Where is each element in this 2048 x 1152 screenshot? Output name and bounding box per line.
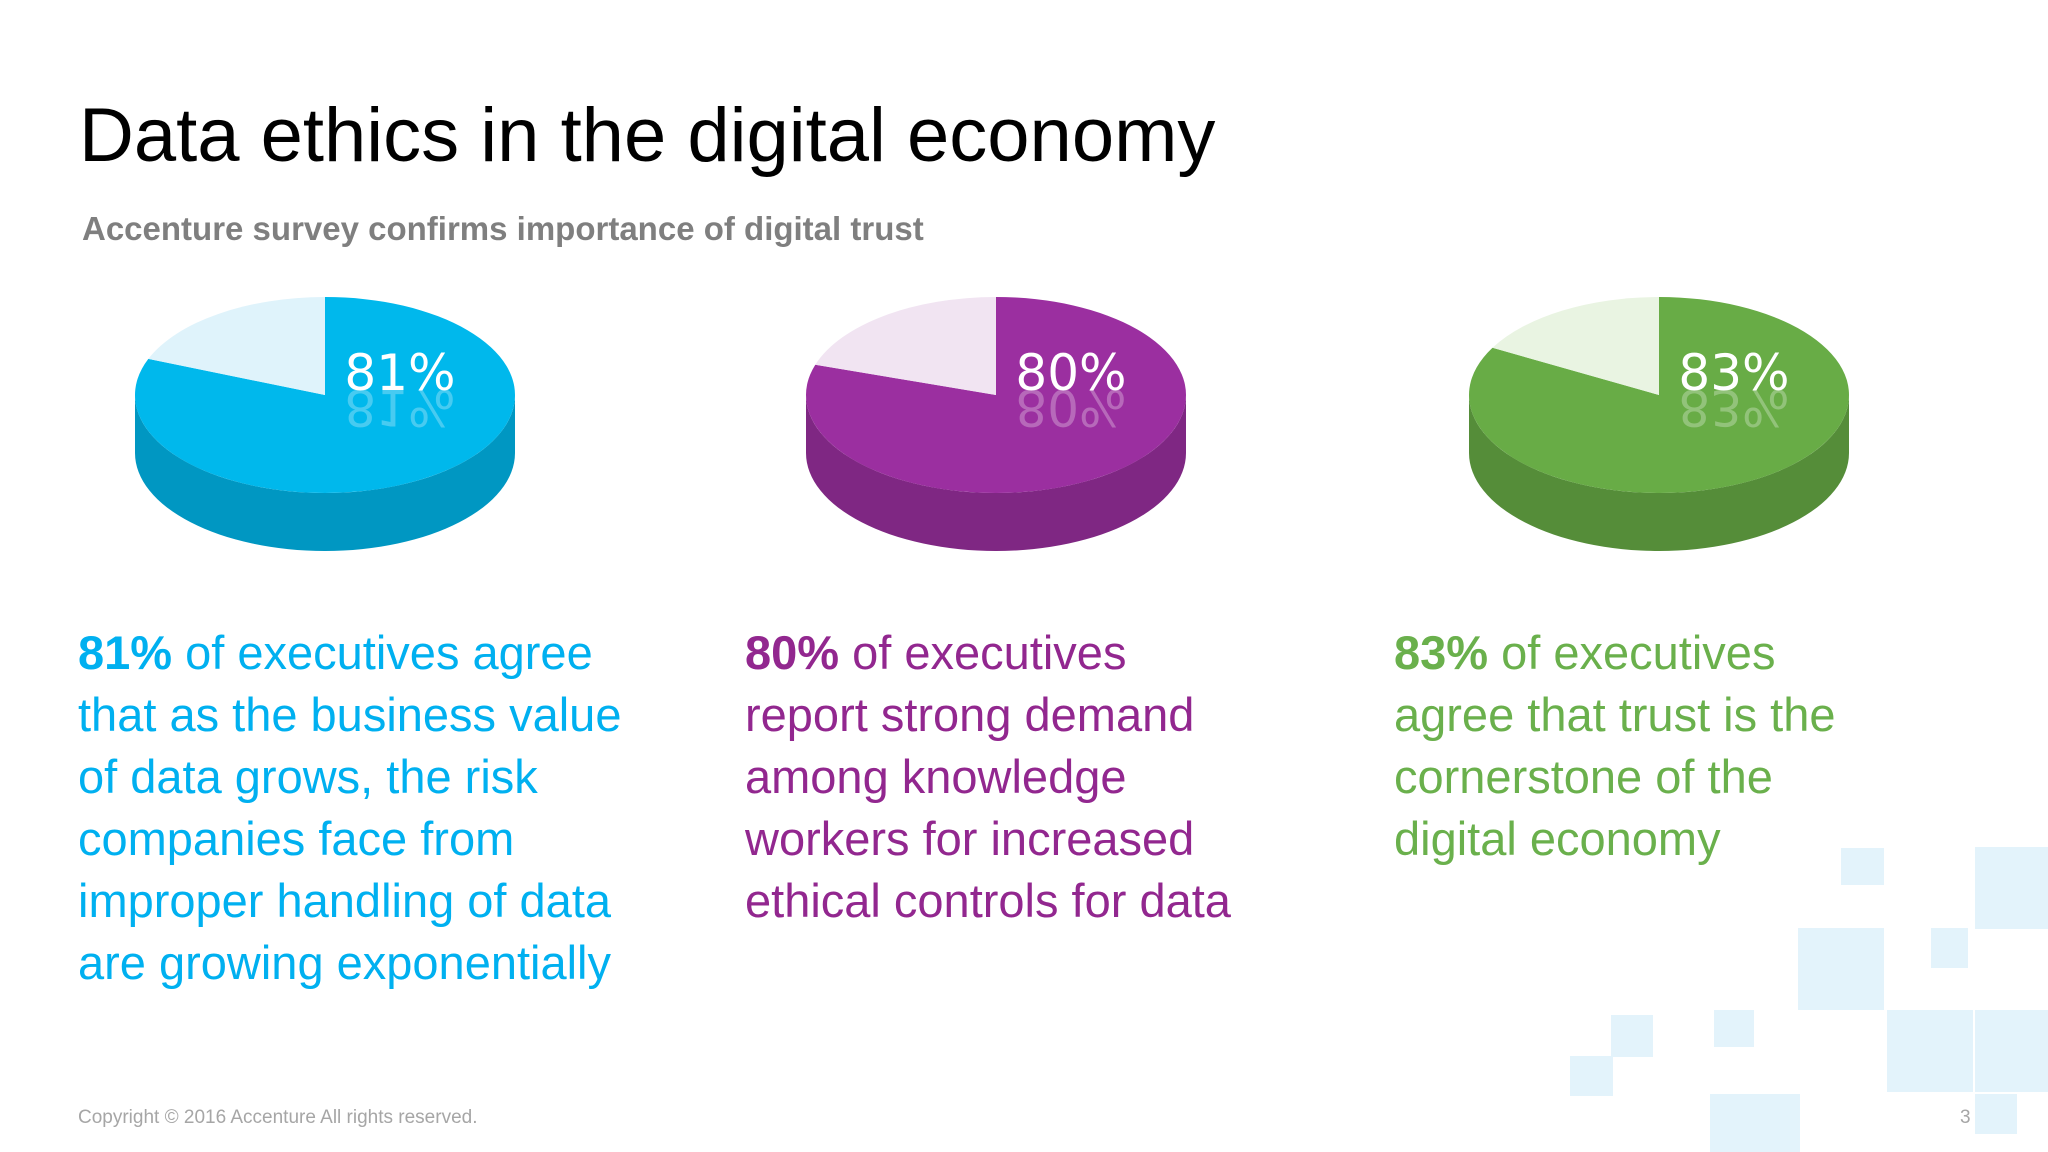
decor-square <box>1841 848 1884 885</box>
pie-chart-0: 81%81% <box>134 297 515 551</box>
stat-81-line-5: improper handling of data <box>78 874 612 927</box>
stat-80-percent: 80% <box>745 626 840 679</box>
stat-83-percent: 83% <box>1394 626 1489 679</box>
stat-80-line-3: among knowledge <box>745 750 1127 803</box>
slide-subtitle: Accenture survey confirms importance of … <box>82 210 924 247</box>
decor-square <box>1710 1094 1800 1152</box>
pie-label-reflection-0: 81% <box>344 378 455 436</box>
pie-label-0: 81% <box>344 344 455 402</box>
stat-80-line-2: report strong demand <box>745 688 1195 741</box>
decor-square <box>1975 1010 2048 1092</box>
stat-80-line-4: workers for increased <box>745 812 1195 865</box>
decor-square <box>1887 1010 1973 1092</box>
stat-83-first-line: 83% of executives <box>1394 626 1776 679</box>
decor-square <box>1931 928 1968 968</box>
decor-square <box>1570 1056 1613 1096</box>
decor-square <box>1798 928 1884 1010</box>
pie-slice-rest-0 <box>148 297 325 395</box>
stat-81-text: 81% of executives agree that as the busi… <box>78 622 621 994</box>
decor-square <box>1975 1094 2017 1134</box>
stat-83-line-2: agree that trust is the <box>1394 688 1836 741</box>
stat-80-line-5: ethical controls for data <box>745 874 1231 927</box>
slide-title: Data ethics in the digital economy <box>79 93 1216 178</box>
stat-81-first-line: 81% of executives agree <box>78 626 593 679</box>
pie-label-reflection-1: 80% <box>1015 378 1126 436</box>
stat-81-line-2: that as the business value <box>78 688 622 741</box>
pie-side-2 <box>1469 395 1849 551</box>
stat-80-first-line: 80% of executives <box>745 626 1127 679</box>
copyright-footer: Copyright © 2016 Accenture All rights re… <box>78 1107 478 1128</box>
pie-slice-rest-1 <box>815 297 996 395</box>
pie-chart-1: 80%80% <box>806 297 1187 551</box>
pie-label-2: 83% <box>1678 344 1789 402</box>
pie-label-reflection-2: 83% <box>1678 378 1789 436</box>
pie-slice-value-2 <box>1469 297 1850 494</box>
decor-square <box>1714 1010 1754 1047</box>
decor-square <box>1611 1015 1653 1057</box>
pie-chart-2: 83%83% <box>1469 297 1850 551</box>
page-number: 3 <box>1960 1107 1971 1128</box>
pie-side-0 <box>135 395 515 551</box>
pie-slice-value-0 <box>134 297 515 493</box>
stat-83-line-3: cornerstone of the <box>1394 750 1773 803</box>
stat-80-text: 80% of executives report strong demand a… <box>745 622 1231 932</box>
stat-83-line-4: digital economy <box>1394 812 1721 865</box>
stat-83-text: 83% of executives agree that trust is th… <box>1394 622 1836 870</box>
pie-slice-rest-2 <box>1492 297 1659 395</box>
pie-label-1: 80% <box>1015 344 1126 402</box>
stat-81-percent: 81% <box>78 626 173 679</box>
decor-square <box>1975 847 2048 929</box>
pie-side-1 <box>806 395 1186 551</box>
pie-slice-value-1 <box>806 297 1187 494</box>
stat-81-line-3: of data grows, the risk <box>78 750 538 803</box>
stat-81-line-6: are growing exponentially <box>78 936 611 989</box>
stat-81-line-4: companies face from <box>78 812 515 865</box>
